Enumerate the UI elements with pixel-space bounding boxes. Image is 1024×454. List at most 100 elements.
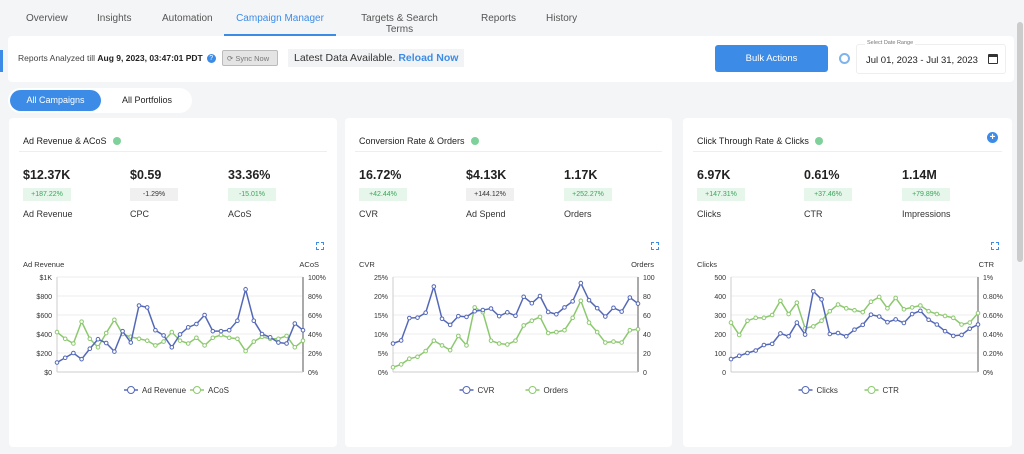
all-portfolios-pill[interactable]: All Portfolios (121, 95, 173, 105)
reload-now-link[interactable]: Reload Now (398, 52, 459, 64)
card-title-text: Ad Revenue & ACoS (23, 136, 107, 146)
metric-value: $0.59 (130, 168, 162, 182)
tab-overview[interactable]: Overview (26, 13, 68, 24)
scrollbar[interactable] (1017, 22, 1023, 262)
legend-label: Ad Revenue (142, 386, 187, 395)
data-point (423, 348, 428, 354)
left-tick-label: $600 (36, 313, 52, 320)
data-point (218, 332, 224, 338)
data-point (728, 320, 734, 325)
left-tick-label: 200 (714, 332, 726, 339)
tab-history[interactable]: History (546, 13, 578, 24)
data-point (537, 293, 543, 299)
date-range-picker[interactable]: Select Date Range Jul 01, 2023 - Jul 31, … (856, 40, 1006, 74)
tab-automation[interactable]: Automation (162, 13, 213, 24)
data-point (496, 341, 502, 346)
data-point (835, 330, 841, 336)
legend-marker (127, 386, 135, 394)
scope-toggle: All Campaigns All Portfolios (8, 88, 192, 113)
metric-delta-badge: +144.12% (466, 188, 514, 201)
data-point (136, 336, 142, 342)
data-point (415, 354, 420, 360)
data-point (62, 336, 68, 342)
data-point (407, 356, 412, 361)
right-tick-label: 80% (308, 294, 322, 301)
left-axis-title: CVR (359, 260, 375, 269)
right-axis-title: Orders (631, 260, 654, 269)
data-point (893, 295, 898, 301)
calendar-icon[interactable] (988, 54, 998, 64)
divider (19, 151, 327, 152)
tab-insights[interactable]: Insights (97, 13, 132, 24)
data-point (951, 333, 956, 339)
data-point (259, 331, 265, 337)
right-tick-label: 1% (983, 275, 993, 282)
data-point (496, 313, 502, 319)
expand-icon[interactable] (991, 242, 999, 250)
data-point (736, 353, 742, 359)
data-point (276, 340, 281, 345)
add-icon[interactable]: + (987, 132, 998, 143)
left-tick-label: $200 (36, 351, 52, 358)
info-icon[interactable] (112, 137, 121, 145)
data-point (926, 308, 931, 314)
legend-label: Orders (544, 386, 568, 395)
tab-reports[interactable]: Reports (481, 13, 517, 24)
left-tick-label: 0 (722, 370, 726, 377)
data-point (860, 309, 866, 315)
data-point (136, 303, 142, 308)
data-point (802, 332, 808, 337)
right-tick-label: 100% (308, 275, 326, 282)
data-point (161, 339, 166, 344)
data-point (464, 343, 469, 348)
data-point (843, 333, 849, 339)
data-point (62, 355, 68, 361)
expand-icon[interactable] (316, 242, 324, 250)
tab-targets-search-terms[interactable]: Targets & Search Terms (361, 13, 438, 35)
legend-label: ACoS (208, 386, 229, 395)
metric-delta-badge: -15.01% (228, 188, 276, 201)
metric-delta-badge: +252.27% (564, 188, 612, 201)
data-point (488, 306, 494, 311)
refresh-icon[interactable] (839, 53, 850, 64)
data-point (439, 316, 445, 322)
data-point (537, 314, 543, 320)
expand-icon[interactable] (651, 242, 659, 250)
data-point (934, 322, 940, 327)
data-point (95, 336, 101, 342)
data-point (769, 312, 775, 318)
data-point (594, 305, 600, 311)
data-point (619, 340, 624, 345)
info-icon[interactable] (470, 137, 479, 145)
data-point (488, 338, 494, 343)
data-point (79, 319, 84, 324)
all-campaigns-pill[interactable]: All Campaigns (10, 90, 101, 111)
data-point (439, 343, 445, 348)
data-point (153, 343, 158, 348)
data-point (431, 284, 437, 289)
tab-campaign-manager[interactable]: Campaign Manager (224, 0, 336, 36)
data-point (161, 333, 166, 338)
data-point (778, 331, 783, 336)
info-icon[interactable] (814, 137, 823, 145)
bulk-actions-button[interactable]: Bulk Actions (715, 45, 828, 72)
data-point (918, 308, 923, 314)
legend-marker (528, 386, 537, 394)
data-point (169, 345, 175, 350)
help-icon[interactable]: ? (206, 54, 216, 64)
right-tick-label: 0 (643, 370, 647, 377)
data-point (562, 327, 567, 333)
sync-now-button[interactable]: ⟳ Sync Now (222, 50, 278, 66)
card-ad-revenue-acos: Ad Revenue & ACoS $12.37K +187.22% Ad Reven… (9, 118, 337, 447)
data-point (103, 340, 109, 346)
data-point (876, 314, 882, 319)
data-point (456, 333, 461, 339)
metric-delta-badge: +37.46% (804, 188, 852, 201)
sync-icon: ⟳ (227, 54, 236, 63)
left-tick-label: $1K (40, 275, 53, 282)
data-point (529, 300, 535, 306)
data-point (619, 309, 624, 314)
data-point (562, 305, 567, 310)
data-point (513, 313, 518, 319)
left-tick-label: 15% (374, 313, 388, 320)
